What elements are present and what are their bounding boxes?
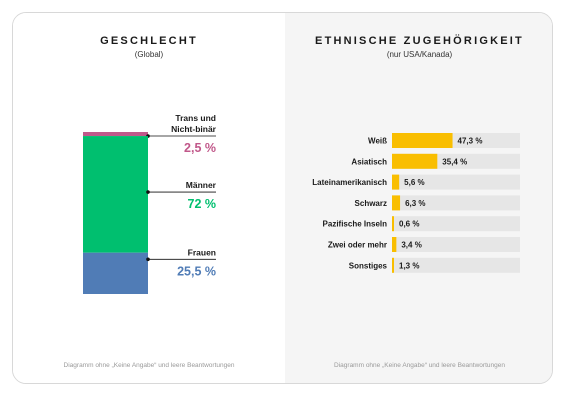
gender-value-manner: 72 % [188,197,217,211]
ethnicity-value-weiss: 47,3 % [458,137,483,146]
gender-label-trans-und-nicht-binar: Trans und [175,113,216,123]
ethnicity-footnote: Diagramm ohne „Keine Angabe“ und leere B… [334,362,505,369]
gender-label-trans-und-nicht-binar: Nicht-binär [171,124,217,134]
ethnicity-bar-track-lateinamerikanisch [392,174,520,190]
ethnicity-value-asiatisch: 35,4 % [442,157,467,166]
ethnicity-bar-asiatisch [392,153,438,169]
ethnicity-bar-chart: Weiß 47,3 % Asiatisch 35,4 % Lateinamerikani… [312,133,520,273]
gender-value-frauen: 25,5 % [177,264,216,278]
gender-bar-segment-manner [83,136,148,253]
ethnicity-category-weiss: Weiß [368,137,387,146]
ethnicity-bar-lateinamerikanisch [392,174,400,190]
gender-chart-subtitle: (Global) [134,50,164,59]
ethnicity-value-zwei-oder-mehr: 3,4 % [401,241,421,250]
gender-label-frauen: Frauen [188,247,216,257]
ethnicity-category-lateinamerikanisch: Lateinamerikanisch [312,178,387,187]
ethnicity-category-sonstiges: Sonstiges [349,261,388,270]
gender-bar-segment-frauen [83,252,148,294]
ethnicity-bar-track-sonstiges [392,257,520,273]
infographic-card: GESCHLECHT (Global) Trans und Nicht-binär… [12,12,553,384]
ethnicity-value-sonstiges: 1,3 % [399,261,419,270]
ethnicity-category-schwarz: Schwarz [355,199,387,208]
ethnicity-bar-weiss [392,133,453,148]
ethnicity-bar-track-zwei-oder-mehr [392,237,520,252]
gender-chart-title: GESCHLECHT [100,35,198,47]
ethnicity-chart-title: ETHNISCHE ZUGEHÖRIGKEIT [315,35,524,47]
ethnicity-bar-track-schwarz [392,195,520,211]
ethnicity-category-asiatisch: Asiatisch [351,157,387,166]
gender-footnote: Diagramm ohne „Keine Angabe“ und leere B… [63,362,235,369]
ethnicity-bar-schwarz [392,195,401,211]
ethnicity-value-lateinamerikanisch: 5,6 % [404,178,424,187]
ethnicity-category-zwei-oder-mehr: Zwei oder mehr [328,241,387,250]
ethnicity-bar-pazifische-inseln [392,216,394,232]
ethnicity-value-schwarz: 6,3 % [405,199,425,208]
gender-label-manner: Männer [186,180,217,190]
ethnicity-bar-track-pazifische-inseln [392,216,520,232]
gender-panel: GESCHLECHT (Global) Trans und Nicht-binär… [13,13,285,383]
ethnicity-bar-zwei-oder-mehr [392,237,397,252]
ethnicity-category-pazifische-inseln: Pazifische Inseln [323,220,388,229]
ethnicity-value-pazifische-inseln: 0,6 % [399,220,419,229]
ethnicity-bar-sonstiges [392,257,394,273]
ethnicity-chart-subtitle: (nur USA/Kanada) [386,50,453,59]
gender-value-trans-und-nicht-binar: 2,5 % [184,141,216,155]
ethnicity-panel: ETHNISCHE ZUGEHÖRIGKEIT (nur USA/Kanada)… [285,13,552,383]
gender-bar-segment-trans-und-nicht-binar [83,132,148,137]
